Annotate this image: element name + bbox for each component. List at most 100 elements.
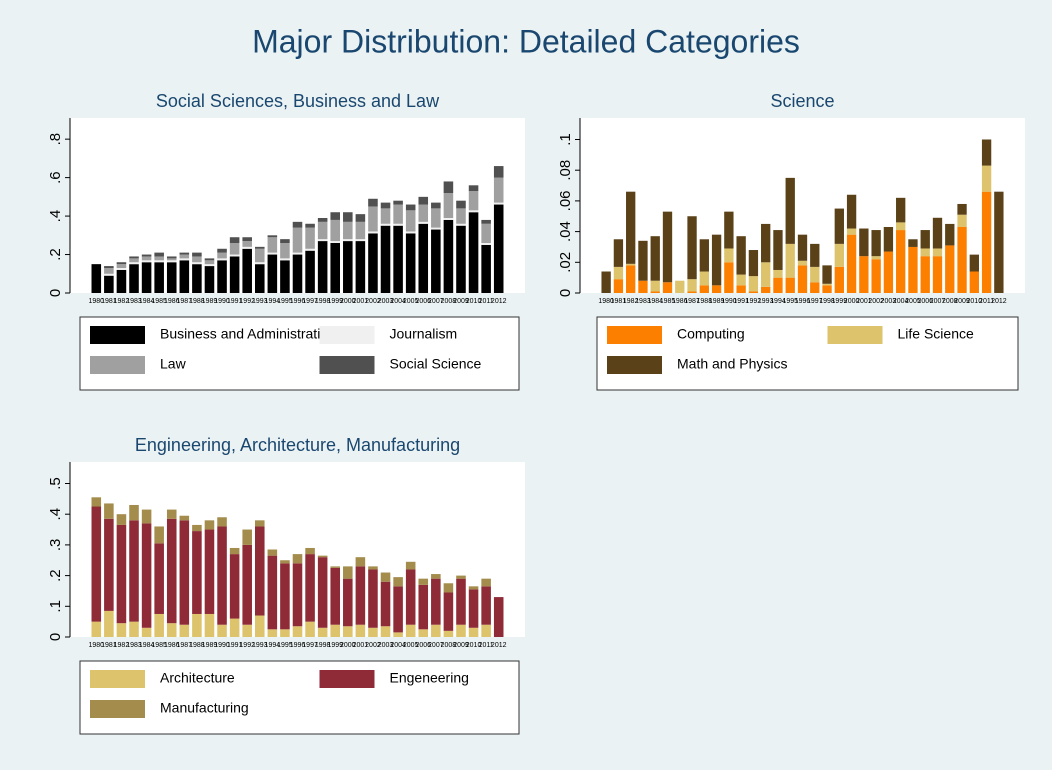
bar-segment xyxy=(343,566,353,579)
bar-segment xyxy=(229,554,240,619)
bar-segment xyxy=(154,526,164,544)
bar-segment xyxy=(481,243,491,245)
bar-segment xyxy=(613,279,624,293)
bar-segment xyxy=(468,210,479,213)
y-tick-label: .02 xyxy=(557,252,574,273)
bar-segment xyxy=(481,624,491,637)
bar-segment xyxy=(687,279,697,292)
bar-segment xyxy=(317,218,328,222)
bar-segment xyxy=(443,219,454,293)
x-tick-label: 2000 xyxy=(340,298,356,305)
legend-swatch xyxy=(319,356,375,374)
x-tick-label: 1982 xyxy=(114,642,130,649)
bar-segment xyxy=(242,529,252,545)
x-tick-label: 2002 xyxy=(365,298,381,305)
bar-segment xyxy=(468,586,479,590)
bar-segment xyxy=(920,256,930,293)
x-tick-label: 1992 xyxy=(239,642,255,649)
bar-segment xyxy=(229,237,240,243)
bar-segment xyxy=(393,225,403,293)
bar-segment xyxy=(443,592,454,631)
bar-segment xyxy=(957,226,967,293)
bar-segment xyxy=(166,256,177,259)
bar-segment xyxy=(343,241,353,293)
bar-segment xyxy=(785,277,795,293)
legend-box xyxy=(79,660,520,735)
bar-segment xyxy=(761,223,771,263)
y-tick-label: .06 xyxy=(557,190,574,211)
bar-segment xyxy=(431,229,441,293)
bar-segment xyxy=(896,197,906,223)
x-tick-label: 2003 xyxy=(378,642,394,649)
bar-segment xyxy=(280,629,290,637)
x-tick-label: 1997 xyxy=(807,298,823,305)
bar-segment xyxy=(626,263,636,266)
bar-segment xyxy=(834,243,844,267)
bar-segment xyxy=(368,231,378,234)
x-tick-label: 1989 xyxy=(709,298,725,305)
x-tick-label: 2004 xyxy=(390,642,406,649)
bar-segment xyxy=(468,185,479,192)
x-tick-label: 2007 xyxy=(428,642,444,649)
x-tick-label: 2007 xyxy=(930,298,946,305)
x-tick-label: 1999 xyxy=(832,298,848,305)
bar-segment xyxy=(254,615,265,637)
bar-segment xyxy=(699,285,709,293)
legend-swatch xyxy=(607,326,662,344)
bar-segment xyxy=(217,517,227,527)
bar-segment xyxy=(179,254,190,259)
bar-segment xyxy=(761,286,771,293)
bar-segment xyxy=(601,271,611,293)
bar-segment xyxy=(305,223,315,228)
bar-segment xyxy=(229,254,240,257)
bar-segment xyxy=(638,280,648,293)
bar-segment xyxy=(166,258,177,261)
bar-segment xyxy=(91,506,102,622)
bar-segment xyxy=(626,265,636,293)
y-tick-label: .5 xyxy=(47,477,64,490)
legend-label: Social Science xyxy=(390,356,482,372)
bar-segment xyxy=(292,563,303,627)
legend-box xyxy=(596,316,1019,391)
bar-segment xyxy=(217,252,227,259)
y-tick-label: .2 xyxy=(47,248,64,261)
bar-segment xyxy=(267,555,278,630)
bar-segment xyxy=(650,291,660,293)
x-tick-label: 1998 xyxy=(819,298,835,305)
bar-segment xyxy=(405,233,416,293)
bar-segment xyxy=(393,204,403,224)
x-tick-label: 1991 xyxy=(227,642,243,649)
bar-segment xyxy=(166,509,177,519)
bar-segment xyxy=(280,243,290,259)
x-tick-label: 2001 xyxy=(353,298,369,305)
bar-segment xyxy=(104,266,114,268)
bar-segment xyxy=(116,514,127,525)
bar-segment xyxy=(368,233,378,293)
bar-segment xyxy=(834,208,844,244)
x-tick-label: 1998 xyxy=(315,298,331,305)
bar-segment xyxy=(981,191,992,293)
x-tick-label: 1992 xyxy=(746,298,762,305)
x-tick-label: 1989 xyxy=(202,298,218,305)
bar-segment xyxy=(431,578,441,625)
bar-segment xyxy=(104,610,114,637)
bar-segment xyxy=(242,241,252,247)
bar-segment xyxy=(932,256,943,293)
bar-segment xyxy=(724,211,734,249)
x-tick-label: 2002 xyxy=(365,642,381,649)
bar-segment xyxy=(822,283,832,286)
bar-segment xyxy=(418,629,429,637)
x-tick-label: 1986 xyxy=(164,642,180,649)
bar-segment xyxy=(317,555,328,558)
bar-segment xyxy=(431,202,441,209)
x-tick-label: 1990 xyxy=(214,298,230,305)
x-tick-label: 1984 xyxy=(139,642,155,649)
bar-segment xyxy=(456,223,466,226)
bar-segment xyxy=(368,198,378,207)
bar-segment xyxy=(104,518,114,611)
bar-segment xyxy=(493,597,504,637)
y-tick-label: .1 xyxy=(557,133,574,146)
bar-segment xyxy=(229,256,240,293)
x-tick-label: 2009 xyxy=(453,298,469,305)
